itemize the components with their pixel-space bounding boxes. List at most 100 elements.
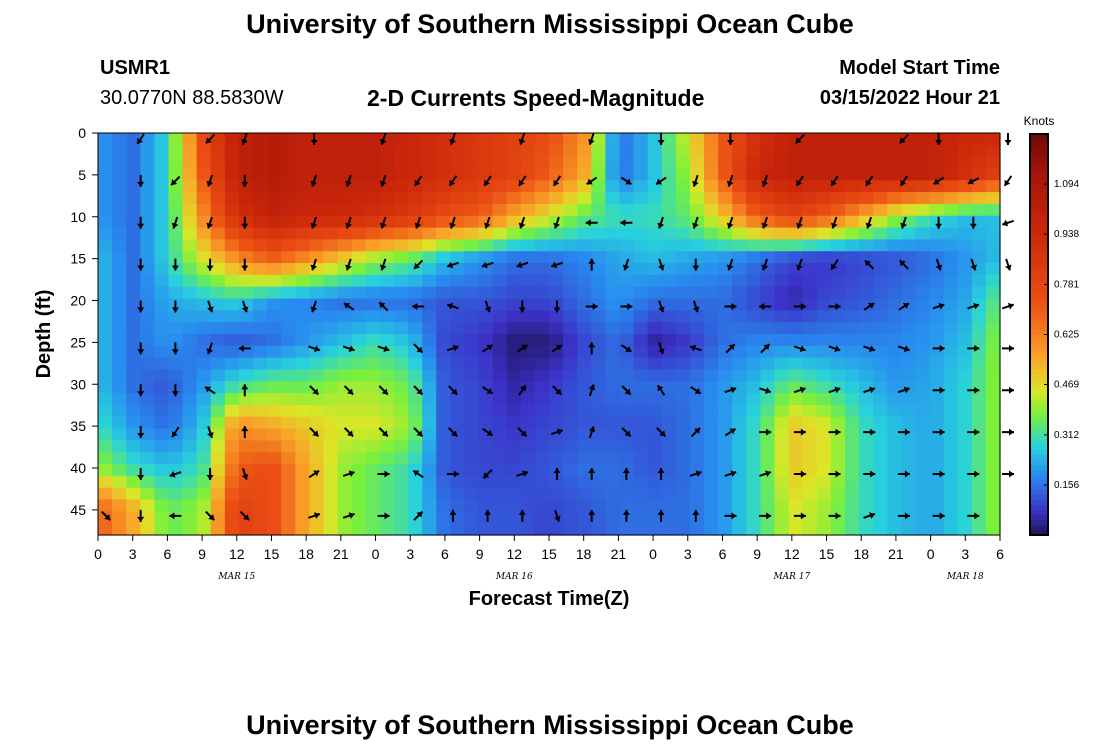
colorbar-swatch (1030, 174, 1048, 180)
current-arrowhead (904, 512, 910, 520)
heat-cell (901, 192, 917, 205)
x-date-label: MAR 15 (217, 572, 255, 582)
heat-cell (957, 215, 973, 229)
heat-cell (506, 357, 522, 371)
heat-cell (309, 322, 325, 335)
heat-cell (281, 203, 296, 217)
heat-cell (873, 310, 888, 323)
heat-cell (830, 357, 846, 371)
heat-cell (760, 404, 776, 418)
heat-cell (267, 180, 282, 193)
heat-cell (365, 404, 381, 418)
heat-cell (168, 404, 184, 418)
heat-cell (943, 511, 959, 524)
heat-cell (802, 452, 818, 465)
heat-cell (436, 428, 451, 442)
heat-cell (549, 310, 564, 323)
heat-cell (746, 475, 761, 489)
colorbar-swatch (1030, 149, 1048, 155)
heat-cell (577, 499, 592, 512)
colorbar-swatch (1030, 439, 1048, 446)
current-arrowhead (800, 470, 806, 478)
heat-cell (943, 381, 959, 394)
heat-cell (844, 239, 860, 252)
heat-cell (408, 168, 423, 181)
heat-cell (478, 227, 494, 241)
heat-cell (929, 357, 945, 371)
heat-cell (605, 452, 621, 465)
heat-cell (267, 215, 282, 229)
heat-cell (337, 523, 353, 536)
heat-cell (619, 393, 635, 406)
heat-cell (506, 416, 522, 430)
heat-cell (140, 192, 155, 205)
heat-cell (957, 192, 973, 205)
heat-cell (577, 203, 592, 217)
heat-cell (971, 180, 987, 193)
heat-cell (112, 440, 127, 453)
heat-cell (393, 428, 409, 442)
heat-cell (929, 215, 945, 229)
heat-cell (577, 156, 592, 170)
current-arrowhead (730, 470, 737, 478)
heat-cell (112, 239, 127, 252)
heat-cell (971, 286, 987, 300)
colorbar-swatch (1030, 224, 1048, 230)
heat-cell (534, 286, 550, 300)
heat-cell (408, 440, 423, 453)
heat-cell (549, 334, 564, 347)
heat-cell (238, 357, 254, 371)
heat-cell (929, 310, 945, 323)
heat-cell (464, 251, 480, 264)
heat-cell (281, 345, 296, 359)
heat-cell (746, 440, 761, 453)
heat-cell (365, 144, 381, 158)
heat-cell (337, 487, 353, 501)
heat-cell (168, 227, 184, 241)
heat-cell (633, 144, 649, 158)
heat-cell (718, 393, 733, 406)
colorbar-tick-label: 0.469 (1054, 380, 1079, 391)
heat-cell (591, 416, 606, 430)
heat-cell (534, 133, 550, 146)
heat-cell (506, 227, 522, 241)
heat-cell (844, 286, 860, 300)
heat-cell (746, 511, 761, 524)
heat-cell (281, 428, 296, 442)
current-arrowhead (869, 345, 875, 353)
current-arrowhead (206, 180, 214, 187)
heat-cell (844, 274, 860, 288)
current-arrowhead (447, 302, 454, 310)
heat-cell (915, 523, 931, 536)
heat-cell (901, 404, 917, 418)
heat-cell (873, 345, 888, 359)
heat-cell (929, 404, 945, 418)
heat-cell (774, 239, 790, 252)
heat-cell (210, 381, 226, 394)
colorbar-swatch (1030, 489, 1048, 496)
heat-cell (281, 523, 296, 536)
heat-cell (478, 393, 494, 406)
heat-cell (393, 416, 409, 430)
heat-cell (365, 499, 381, 512)
heat-cell (393, 345, 409, 359)
heat-cell (534, 274, 550, 288)
heat-cell (788, 180, 804, 193)
heat-cell (788, 168, 804, 181)
heat-cell (929, 192, 945, 205)
heat-cell (182, 511, 198, 524)
current-arrowhead (588, 138, 595, 145)
current-arrowhead (834, 386, 841, 394)
colorbar-swatch (1030, 464, 1048, 471)
heat-cell (422, 286, 437, 300)
current-arrowhead (726, 222, 734, 229)
heat-cell (689, 475, 705, 489)
heat-cell (746, 144, 761, 158)
current-arrowhead (795, 137, 802, 144)
heat-cell (732, 263, 747, 276)
heat-cell (704, 286, 719, 300)
heat-cell (224, 286, 240, 300)
heat-cell (379, 487, 395, 501)
heat-cell (464, 286, 480, 300)
colorbar-swatch (1030, 424, 1048, 431)
